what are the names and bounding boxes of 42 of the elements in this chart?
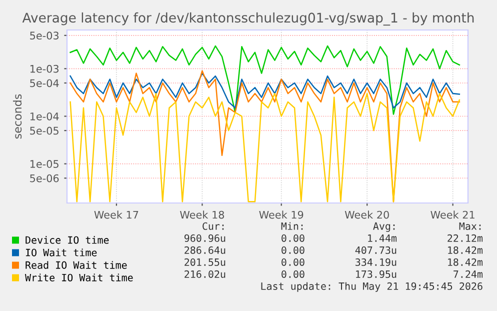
text: 18.42m (448, 258, 483, 266)
text: 407.73u (355, 246, 396, 254)
text: 7.24m (454, 270, 483, 278)
y-tick-label: 5e-06 (30, 174, 59, 182)
y-tick-label: 1e-04 (30, 112, 59, 120)
y-axis-title: seconds (13, 94, 22, 139)
text: 0.00 (282, 270, 304, 278)
text: 201.55u (184, 258, 226, 266)
line-series (70, 92, 460, 202)
text: 0.00 (282, 258, 304, 266)
text: 286.64u (184, 246, 226, 254)
chart-title: Average latency for /dev/kantonsschulezug01-vg/swap_1 - by month (22, 12, 474, 26)
x-tick-label: Week 17 (94, 210, 138, 219)
x-tick-label: Week 21 (430, 210, 474, 219)
y-tick-label: 5e-03 (30, 32, 59, 40)
line-series (70, 72, 460, 108)
line-series (70, 45, 460, 115)
y-tick-label: 1e-03 (30, 64, 59, 73)
x-tick-label: Week 18 (180, 210, 224, 219)
legend-label: Write IO Wait time (25, 274, 133, 282)
text: Min: (281, 222, 303, 230)
text: Cur: (202, 222, 224, 230)
text: 960.96u (184, 234, 226, 242)
legend-label: IO Wait time (26, 248, 97, 256)
text: 22.12m (448, 234, 483, 242)
y-tick-label: 1e-05 (30, 160, 58, 168)
y-tick-label: 5e-05 (30, 126, 58, 135)
text: 334.19u (356, 258, 396, 266)
x-tick-label: Week 20 (344, 210, 389, 219)
legend-label: Read IO Wait time (26, 261, 127, 269)
text: 0.00 (282, 234, 304, 242)
text: 216.02u (184, 270, 226, 278)
text: 18.42m (448, 246, 483, 254)
legend-label: Device IO time (26, 236, 109, 244)
text: 1.44m (368, 234, 397, 242)
text: 0.00 (282, 246, 304, 254)
text: 173.95u (356, 270, 396, 278)
text: Max: (459, 222, 481, 230)
y-tick-label: 5e-04 (30, 79, 59, 88)
text: Last update: Thu May 21 19:45:45 2026 (261, 282, 482, 292)
text: Avg: (373, 222, 395, 232)
x-tick-label: Week 19 (259, 210, 304, 219)
